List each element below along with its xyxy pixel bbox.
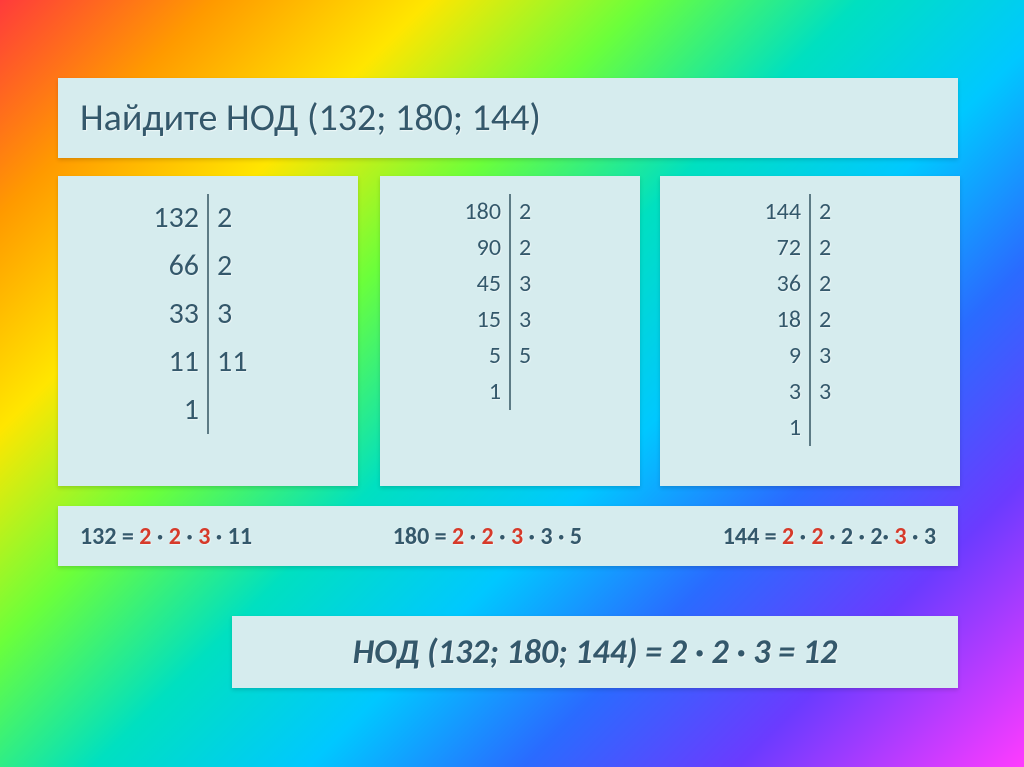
- factor-right-cell: 5: [519, 338, 563, 374]
- factor-right-cell: 3: [819, 338, 863, 374]
- factor-left-cell: 15: [457, 302, 501, 338]
- title-card: Найдите НОД (132; 180; 144): [58, 78, 958, 158]
- factorization-card-180: 1809045155122335: [380, 176, 640, 486]
- factor-right-cell: 2: [217, 194, 269, 242]
- factor-left-cell: 33: [147, 290, 199, 338]
- page-title: Найдите НОД (132; 180; 144): [80, 95, 541, 141]
- result-144: 144 = 2 · 2 · 2 · 2· 3 · 3: [723, 522, 936, 551]
- factor-right-cell: 2: [819, 302, 863, 338]
- factor-left-cell: 90: [457, 230, 501, 266]
- factor-right-cell: 3: [217, 290, 269, 338]
- answer-text: НОД (132; 180; 144) = 2 · 2 · 3 = 12: [353, 632, 837, 673]
- factor-left-cell: 72: [757, 230, 801, 266]
- results-card: 132 = 2 · 2 · 3 · 11 180 = 2 · 2 · 3 · 3…: [58, 506, 958, 566]
- factor-left-cell: 144: [757, 194, 801, 230]
- factor-right-cell: 2: [819, 194, 863, 230]
- factor-right-cell: 2: [519, 230, 563, 266]
- answer-card: НОД (132; 180; 144) = 2 · 2 · 3 = 12: [232, 616, 958, 688]
- factor-left-cell: 5: [457, 338, 501, 374]
- factor-right-cell: 11: [217, 338, 269, 386]
- factor-left-cell: 1: [457, 374, 501, 410]
- factor-left-cell: 180: [457, 194, 501, 230]
- factor-right-cell: 3: [519, 266, 563, 302]
- factorization-card-144: 144723618931222233: [660, 176, 960, 486]
- factor-table-144: 144723618931222233: [757, 194, 863, 446]
- factor-right-cell: 2: [217, 242, 269, 290]
- factor-left-cell: 3: [757, 374, 801, 410]
- factor-right-cell: 2: [519, 194, 563, 230]
- factor-right-cell: 3: [819, 374, 863, 410]
- result-180: 180 = 2 · 2 · 3 · 3 · 5: [393, 522, 582, 551]
- factor-left-cell: 36: [757, 266, 801, 302]
- factor-left-cell: 11: [147, 338, 199, 386]
- result-132: 132 = 2 · 2 · 3 · 11: [80, 522, 252, 551]
- factor-left-cell: 66: [147, 242, 199, 290]
- factor-left-cell: 45: [457, 266, 501, 302]
- factor-left-cell: 9: [757, 338, 801, 374]
- factor-left-cell: 18: [757, 302, 801, 338]
- factor-right-cell: 2: [819, 266, 863, 302]
- factor-table-132: 132663311122311: [147, 194, 269, 434]
- factor-left-cell: 1: [147, 386, 199, 434]
- factorization-card-132: 132663311122311: [58, 176, 358, 486]
- factor-left-cell: 1: [757, 410, 801, 446]
- factor-right-cell: 2: [819, 230, 863, 266]
- factor-right-cell: 3: [519, 302, 563, 338]
- factor-left-cell: 132: [147, 194, 199, 242]
- factor-table-180: 1809045155122335: [457, 194, 563, 410]
